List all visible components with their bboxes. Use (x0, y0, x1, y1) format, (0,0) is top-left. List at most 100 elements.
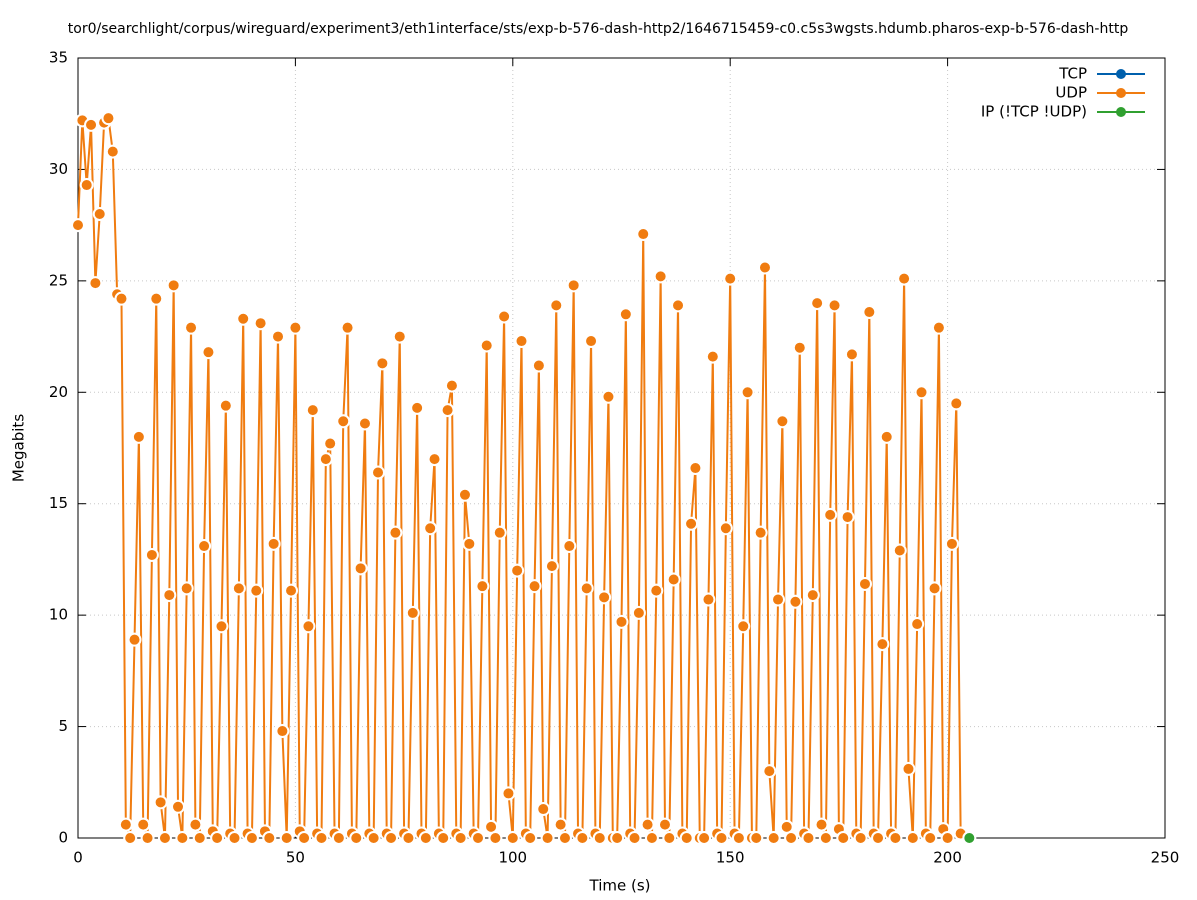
data-point (192, 831, 207, 845)
data-point (862, 305, 877, 320)
data-point (136, 817, 151, 832)
data-point (892, 543, 907, 558)
data-point (301, 619, 316, 634)
data-point (897, 271, 912, 286)
data-point (201, 345, 216, 360)
data-point (427, 452, 442, 467)
data-point (731, 831, 746, 845)
data-point (131, 429, 146, 444)
data-point (527, 579, 542, 594)
data-point (853, 831, 868, 845)
data-point (375, 356, 390, 371)
data-point (184, 320, 199, 335)
data-point (340, 320, 355, 335)
data-point (357, 416, 372, 431)
data-point (457, 487, 472, 502)
data-point (684, 516, 699, 531)
data-point (262, 831, 277, 845)
data-point (349, 831, 364, 845)
data-point (592, 831, 607, 845)
x-tick-label: 0 (73, 849, 83, 867)
data-point (157, 831, 172, 845)
data-point (888, 831, 903, 845)
data-point (910, 617, 925, 632)
data-point (210, 831, 225, 845)
data-point (753, 525, 768, 540)
data-point (688, 461, 703, 476)
data-point (871, 831, 886, 845)
data-point (505, 831, 520, 845)
x-tick-label: 50 (286, 849, 305, 867)
data-point (775, 414, 790, 429)
x-tick-label: 200 (933, 849, 962, 867)
data-point (275, 724, 290, 739)
data-point (284, 583, 299, 598)
data-point (566, 278, 581, 293)
data-point (197, 539, 212, 554)
data-point (288, 320, 303, 335)
data-point (492, 525, 507, 540)
data-point (697, 831, 712, 845)
data-point (314, 831, 329, 845)
data-point (488, 831, 503, 845)
data-point (553, 817, 568, 832)
x-axis-label: Time (s) (589, 877, 651, 895)
data-point (940, 831, 955, 845)
data-point (701, 592, 716, 607)
data-point (601, 389, 616, 404)
data-point (549, 298, 564, 313)
data-point (423, 521, 438, 536)
data-point (475, 579, 490, 594)
data-point (510, 563, 525, 578)
data-point (649, 583, 664, 598)
series-line (77, 115, 962, 842)
data-point (836, 831, 851, 845)
legend-swatch (1116, 107, 1126, 117)
data-point (757, 260, 772, 275)
data-point (384, 831, 399, 845)
y-tick-label: 20 (49, 383, 68, 401)
data-point (879, 429, 894, 444)
legend-label: TCP (1058, 65, 1087, 83)
data-point (679, 831, 694, 845)
data-point (149, 291, 164, 306)
data-point (523, 831, 538, 845)
data-point (657, 817, 672, 832)
data-point (784, 831, 799, 845)
data-point (749, 831, 764, 845)
data-point (905, 831, 920, 845)
data-point (179, 581, 194, 596)
data-point (544, 559, 559, 574)
data-point (105, 144, 120, 159)
data-point (653, 269, 668, 284)
data-point (323, 436, 338, 451)
data-point (236, 311, 251, 326)
data-point (718, 521, 733, 536)
data-point (118, 817, 133, 832)
data-point (610, 831, 625, 845)
data-point (575, 831, 590, 845)
data-point (614, 614, 629, 629)
data-point (927, 581, 942, 596)
y-tick-label: 0 (58, 829, 68, 847)
y-tick-label: 30 (49, 160, 68, 178)
data-point (818, 831, 833, 845)
data-point (514, 334, 529, 349)
data-point (218, 398, 233, 413)
data-point (840, 510, 855, 525)
data-point (644, 831, 659, 845)
data-point (92, 207, 107, 221)
data-point (540, 831, 555, 845)
data-point (501, 786, 516, 801)
data-point (444, 378, 459, 393)
data-point (579, 581, 594, 596)
data-point (410, 400, 425, 415)
data-point (127, 632, 142, 647)
data-point (162, 588, 177, 603)
data-point (810, 296, 825, 311)
data-point (297, 831, 312, 845)
data-point (562, 539, 577, 554)
legend-swatch (1116, 69, 1126, 79)
y-axis-label: Megabits (10, 414, 28, 482)
